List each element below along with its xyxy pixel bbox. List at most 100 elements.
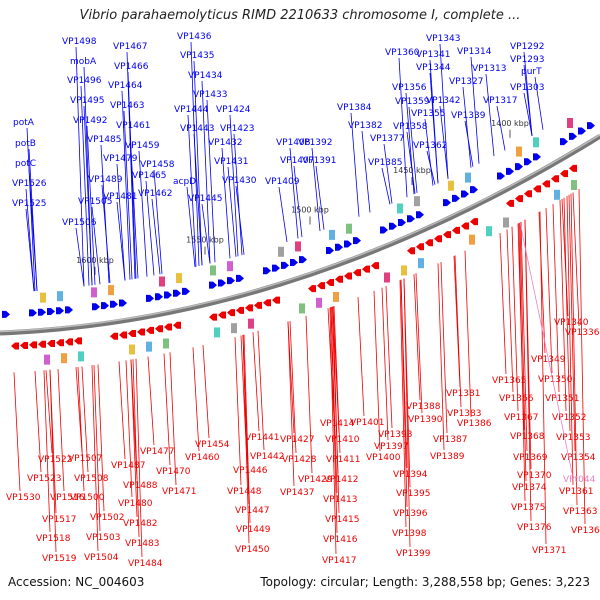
leader-line-top (127, 71, 137, 279)
feature-block (248, 318, 254, 329)
gene-arrow-reverse (461, 222, 469, 230)
gene-label-top: VP1356 (392, 83, 427, 93)
feature-block (129, 344, 135, 355)
gene-label-bottom: VP1482 (123, 519, 158, 529)
gene-label-top: VP1489 (88, 175, 123, 185)
gene-arrow-forward (227, 277, 235, 285)
leader-line-top (485, 73, 495, 157)
gene-arrow-reverse (110, 332, 118, 340)
leader-line-top (408, 106, 418, 193)
leader-line-bottom (287, 321, 295, 487)
feature-block (503, 217, 509, 228)
gene-label-top: VP1342 (426, 96, 461, 106)
gene-arrow-reverse (209, 313, 217, 321)
gene-arrow-forward (173, 289, 181, 297)
gene-arrow-forward (209, 281, 217, 289)
leader-line-top (193, 60, 203, 266)
gene-label-bottom: VP1417 (322, 556, 357, 566)
leader-line-bottom (243, 334, 251, 524)
feature-block (146, 341, 152, 352)
gene-arrow-forward (578, 127, 586, 135)
leader-line-bottom (570, 193, 578, 506)
gene-label-top: VP1458 (140, 160, 175, 170)
leader-line-bottom (464, 250, 472, 418)
leader-line-bottom (559, 200, 567, 412)
leader-line-top (350, 112, 360, 217)
gene-arrow-reverse (506, 199, 514, 207)
gene-label-top: VP1391 (302, 156, 337, 166)
leader-line-bottom (511, 226, 519, 412)
gene-label-bottom: VP1370 (517, 471, 552, 481)
gene-arrow-forward (47, 308, 55, 316)
feature-block (516, 146, 522, 157)
gene-arrow-forward (416, 211, 424, 219)
leader-line-top (129, 130, 139, 279)
gene-label-top: VP1506 (62, 218, 97, 228)
gene-label-bottom: VP1386 (457, 419, 492, 429)
leader-line-top (86, 125, 96, 285)
gene-label-top: VP1434 (188, 71, 223, 81)
leader-line-bottom (93, 364, 101, 532)
leader-line-bottom (305, 315, 313, 474)
feature-block (346, 223, 352, 234)
gene-label-bottom: VP1507 (68, 454, 103, 464)
gene-label-bottom: VP1429 (298, 475, 333, 485)
gene-arrow-forward (263, 267, 271, 275)
gene-label-bottom: VP1340 (554, 318, 589, 328)
gene-label-bottom: VP1500 (70, 493, 105, 503)
gene-label-bottom: VP1381 (446, 389, 481, 399)
feature-block (469, 234, 475, 245)
gene-arrow-forward (326, 246, 334, 254)
leader-line-bottom (440, 261, 448, 434)
gene-label-bottom: VP1414 (320, 419, 355, 429)
gene-label-bottom: VP1447 (235, 506, 270, 516)
leader-line-top (28, 168, 38, 291)
gene-arrow-forward (353, 237, 361, 245)
gene-label-bottom: VP1516 (50, 493, 85, 503)
gene-arrow-forward (452, 194, 460, 202)
feature-block (316, 297, 322, 308)
gene-label-top: VP1292 (510, 42, 545, 52)
feature-block (384, 272, 390, 283)
accession-text: Accession: NC_004603 (8, 575, 145, 589)
gene-label-top: mobA (70, 57, 97, 67)
leader-line-bottom (403, 278, 411, 548)
gene-arrow-forward (56, 307, 64, 315)
feature-block (397, 203, 403, 214)
gene-arrow-forward (515, 163, 523, 171)
leader-line-top (201, 80, 211, 264)
leader-line-top (289, 147, 299, 239)
leader-line-top (193, 133, 203, 266)
gene-label-top: VP1362 (413, 141, 448, 151)
gene-label-top: VP1496 (67, 76, 102, 86)
feature-block (227, 261, 233, 272)
gene-label-bottom: VP1449 (236, 525, 271, 535)
gene-label-bottom: VP1371 (532, 546, 567, 556)
gene-label-bottom: VP1437 (280, 488, 315, 498)
gene-label-bottom: VP1361 (559, 487, 594, 497)
leader-line-top (278, 186, 288, 243)
feature-block (214, 327, 220, 338)
gene-label-bottom: VP1410 (325, 435, 360, 445)
gene-arrow-forward (533, 153, 541, 161)
gene-arrow-forward (587, 122, 595, 130)
leader-line-bottom (518, 222, 526, 502)
gene-label-bottom: VP1374 (512, 483, 547, 493)
gene-label-bottom: VP1387 (433, 435, 468, 445)
gene-label-bottom: VP1395 (396, 489, 431, 499)
feature-block (44, 354, 50, 365)
gene-arrow-reverse (146, 326, 154, 334)
leader-line-top (439, 43, 449, 179)
leader-line-top (83, 105, 93, 286)
gene-arrow-reverse (236, 306, 244, 314)
gene-label-bottom: VP1428 (282, 455, 317, 465)
leader-line-bottom (13, 372, 21, 492)
gene-label-bottom: VP1441 (245, 433, 280, 443)
leader-line-bottom (97, 364, 105, 512)
gene-arrow-forward (272, 264, 280, 272)
leader-line-bottom (289, 321, 297, 454)
leader-line-top (311, 147, 321, 232)
leader-line-top (201, 203, 211, 264)
gene-arrow-forward (569, 132, 577, 140)
leader-line-bottom (373, 290, 381, 452)
